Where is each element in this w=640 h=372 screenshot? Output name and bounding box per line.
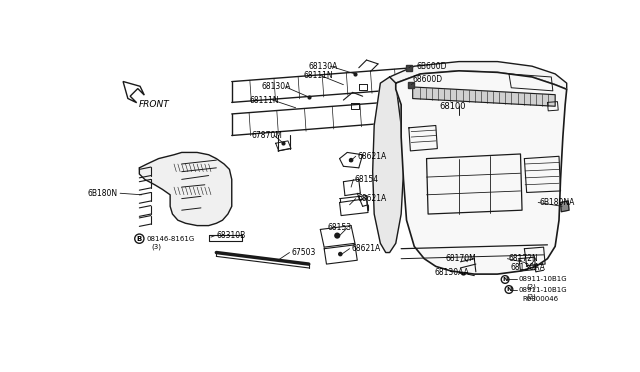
Polygon shape [396,71,566,274]
Text: N: N [502,277,508,282]
Text: 6B600D: 6B600D [417,62,447,71]
Text: 68100: 68100 [440,102,466,111]
Circle shape [135,234,144,243]
Text: 68621A: 68621A [351,244,380,253]
Text: 08146-8161G: 08146-8161G [147,236,195,242]
Polygon shape [390,62,566,89]
Text: 68621A: 68621A [357,152,387,161]
Text: 68153: 68153 [328,224,352,232]
Text: 67870M: 67870M [251,131,282,140]
Text: (2): (2) [527,294,536,301]
Text: N: N [506,287,511,292]
Circle shape [196,192,201,197]
Polygon shape [561,201,569,212]
Text: 6B180N: 6B180N [88,189,118,198]
Text: 67503: 67503 [291,248,316,257]
Circle shape [460,269,467,276]
Text: 08911-10B1G: 08911-10B1G [518,276,567,282]
Text: 68621A: 68621A [357,194,387,203]
Text: 68130AA: 68130AA [435,268,469,277]
Circle shape [338,252,342,256]
Text: B: B [137,236,142,242]
Text: 68111N: 68111N [303,71,333,80]
Text: (3): (3) [151,243,161,250]
Ellipse shape [422,193,492,251]
Polygon shape [372,77,403,253]
Text: 68172N: 68172N [509,254,539,263]
Circle shape [195,172,200,176]
Text: 6B180NA: 6B180NA [540,198,575,207]
Circle shape [334,232,340,239]
Circle shape [501,276,509,283]
Polygon shape [413,87,555,106]
Circle shape [349,158,353,163]
Text: 68170M: 68170M [445,254,476,263]
Text: 68154: 68154 [355,175,379,184]
Text: 68130AA: 68130AA [511,263,545,272]
Polygon shape [140,153,232,225]
Circle shape [465,263,470,267]
Circle shape [505,286,513,294]
Text: (2): (2) [527,284,536,291]
Text: 68111N: 68111N [250,96,279,105]
Text: FRONT: FRONT [139,100,170,109]
Circle shape [193,210,198,215]
Text: 68130A: 68130A [308,62,338,71]
Text: 68310B: 68310B [216,231,246,240]
Text: 68600D: 68600D [413,75,443,84]
Text: R6800046: R6800046 [522,296,558,302]
Text: 68130A: 68130A [261,83,291,92]
Text: 08911-10B1G: 08911-10B1G [518,286,567,292]
